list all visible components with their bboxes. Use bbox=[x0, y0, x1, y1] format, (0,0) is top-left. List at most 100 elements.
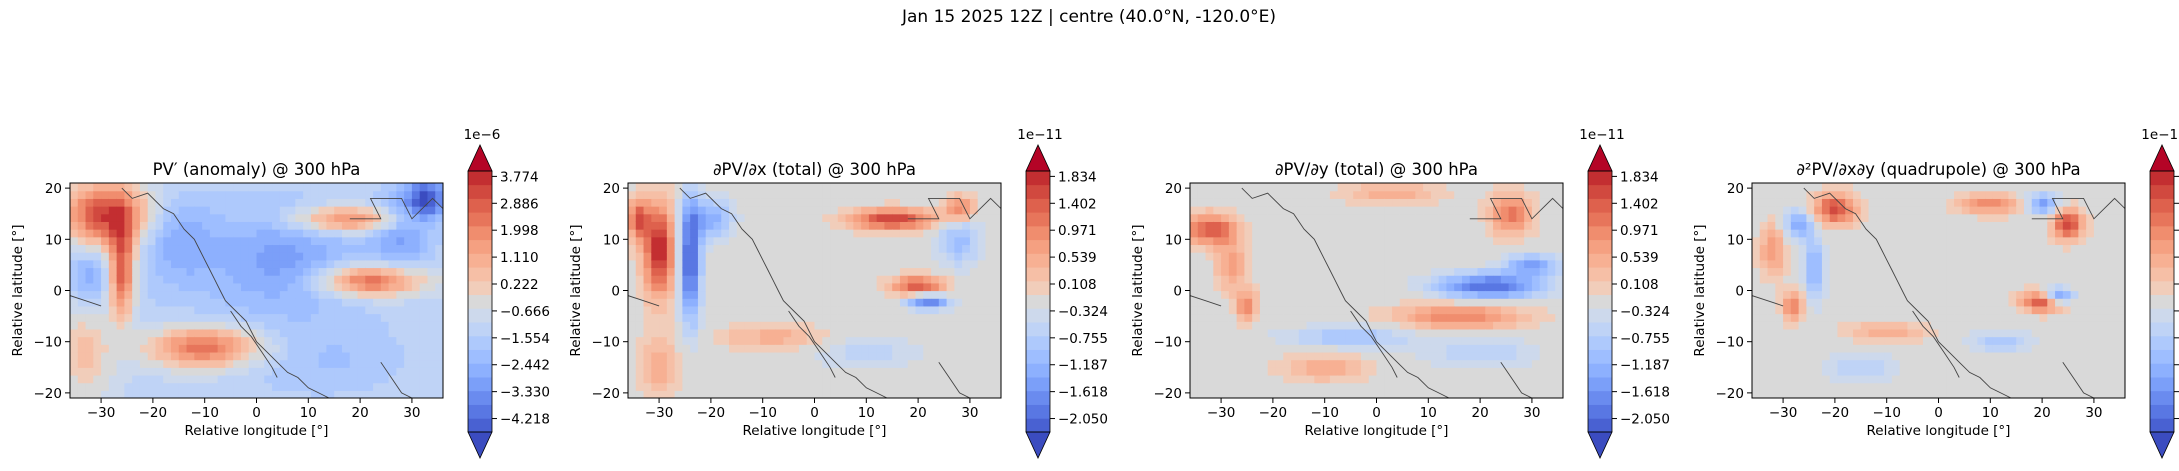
heat-cell bbox=[845, 213, 854, 222]
heat-cell bbox=[1221, 336, 1230, 345]
x-tick-label: −30 bbox=[1207, 405, 1236, 421]
heat-cell bbox=[892, 374, 901, 384]
heat-cell bbox=[1291, 206, 1300, 215]
heat-cell bbox=[931, 344, 940, 353]
heat-cell bbox=[690, 321, 699, 330]
heat-cell bbox=[744, 367, 753, 376]
heat-cell bbox=[1306, 183, 1315, 192]
heat-cell bbox=[194, 252, 203, 261]
heat-cell bbox=[892, 359, 901, 368]
heat-cell bbox=[248, 198, 258, 207]
heat-cell bbox=[194, 213, 203, 222]
heat-cell bbox=[217, 382, 227, 391]
heat-cell bbox=[1946, 305, 1955, 315]
heat-cell bbox=[806, 282, 816, 292]
heat-cell bbox=[1298, 374, 1308, 384]
heat-cell bbox=[969, 321, 979, 330]
heat-cell bbox=[334, 236, 343, 246]
heat-cell bbox=[736, 351, 746, 361]
heat-cell bbox=[830, 290, 839, 299]
heat-cell bbox=[1244, 374, 1253, 384]
heat-cell bbox=[1461, 190, 1471, 199]
heat-cell bbox=[1306, 305, 1315, 315]
heat-cell bbox=[853, 390, 862, 398]
heat-cell bbox=[365, 351, 374, 361]
heat-cell bbox=[1899, 305, 1909, 315]
heat-cell bbox=[427, 206, 436, 215]
heat-cell bbox=[643, 221, 652, 230]
heat-cell bbox=[1814, 229, 1823, 238]
heat-cell bbox=[837, 344, 847, 353]
heat-cell bbox=[1353, 236, 1362, 246]
heat-cell bbox=[202, 213, 211, 222]
heat-cell bbox=[690, 336, 699, 345]
heat-cell bbox=[272, 198, 281, 207]
heat-cell bbox=[962, 259, 971, 269]
heat-cell bbox=[1485, 359, 1494, 368]
heat-cell bbox=[1252, 259, 1261, 269]
heat-cell bbox=[1539, 259, 1549, 269]
heat-cell bbox=[1306, 321, 1315, 330]
heat-cell bbox=[287, 282, 296, 292]
heat-cell bbox=[744, 275, 753, 284]
heat-cell bbox=[1384, 282, 1393, 292]
colorbar-segment bbox=[1588, 404, 1612, 419]
heat-cell bbox=[861, 275, 870, 284]
heatmap-field bbox=[628, 183, 1001, 398]
heat-cell bbox=[93, 213, 102, 222]
heat-cell bbox=[752, 290, 761, 299]
heat-cell bbox=[388, 282, 397, 292]
heat-cell bbox=[411, 344, 421, 353]
heat-cell bbox=[861, 252, 870, 261]
heat-cell bbox=[209, 298, 219, 307]
heat-cell bbox=[744, 236, 753, 246]
heat-cell bbox=[365, 313, 374, 322]
heat-cell bbox=[1438, 198, 1448, 207]
heat-cell bbox=[171, 190, 180, 199]
heat-cell bbox=[1767, 267, 1776, 276]
heat-cell bbox=[760, 313, 769, 322]
heat-cell bbox=[124, 359, 133, 368]
heat-cell bbox=[806, 351, 816, 361]
heat-cell bbox=[70, 290, 79, 299]
heat-cell bbox=[303, 298, 312, 307]
colorbar-frame bbox=[1025, 170, 1051, 433]
heat-cell bbox=[388, 305, 397, 315]
heat-cell bbox=[435, 313, 443, 322]
colorbar-extend-max bbox=[467, 144, 493, 172]
heat-cell bbox=[1461, 282, 1471, 292]
heat-cell bbox=[1291, 244, 1300, 253]
heat-cell bbox=[419, 275, 429, 284]
heat-cell bbox=[1907, 183, 1916, 192]
heat-cell bbox=[962, 382, 971, 391]
heat-cell bbox=[1360, 344, 1370, 353]
heat-cell bbox=[1500, 298, 1510, 307]
heat-cell bbox=[1860, 236, 1870, 246]
heat-cell bbox=[1469, 321, 1479, 330]
heat-cell bbox=[124, 344, 133, 353]
heat-cell bbox=[1314, 290, 1323, 299]
heat-cell bbox=[1814, 313, 1823, 322]
heat-cell bbox=[116, 259, 125, 269]
heat-cell bbox=[1314, 267, 1323, 276]
heat-cell bbox=[659, 367, 668, 376]
heat-cell bbox=[287, 236, 296, 246]
heat-cell bbox=[310, 359, 320, 368]
heat-cell bbox=[1938, 359, 1947, 368]
heat-cell bbox=[1415, 190, 1424, 199]
heat-cell bbox=[326, 252, 335, 261]
heat-cell bbox=[1915, 236, 1924, 246]
heat-cell bbox=[1853, 236, 1862, 246]
heat-cell bbox=[915, 229, 924, 238]
heat-cell bbox=[1267, 344, 1277, 353]
heat-cell bbox=[1555, 374, 1563, 384]
heat-cell bbox=[1291, 229, 1300, 238]
heat-cell bbox=[899, 252, 909, 261]
heat-cell bbox=[1236, 198, 1245, 207]
heat-cell bbox=[396, 183, 405, 192]
heat-cell bbox=[116, 321, 125, 330]
heat-cell bbox=[1337, 198, 1347, 207]
heat-cell bbox=[1938, 213, 1947, 222]
heat-cell bbox=[1314, 183, 1323, 192]
heat-cell bbox=[1845, 305, 1854, 315]
